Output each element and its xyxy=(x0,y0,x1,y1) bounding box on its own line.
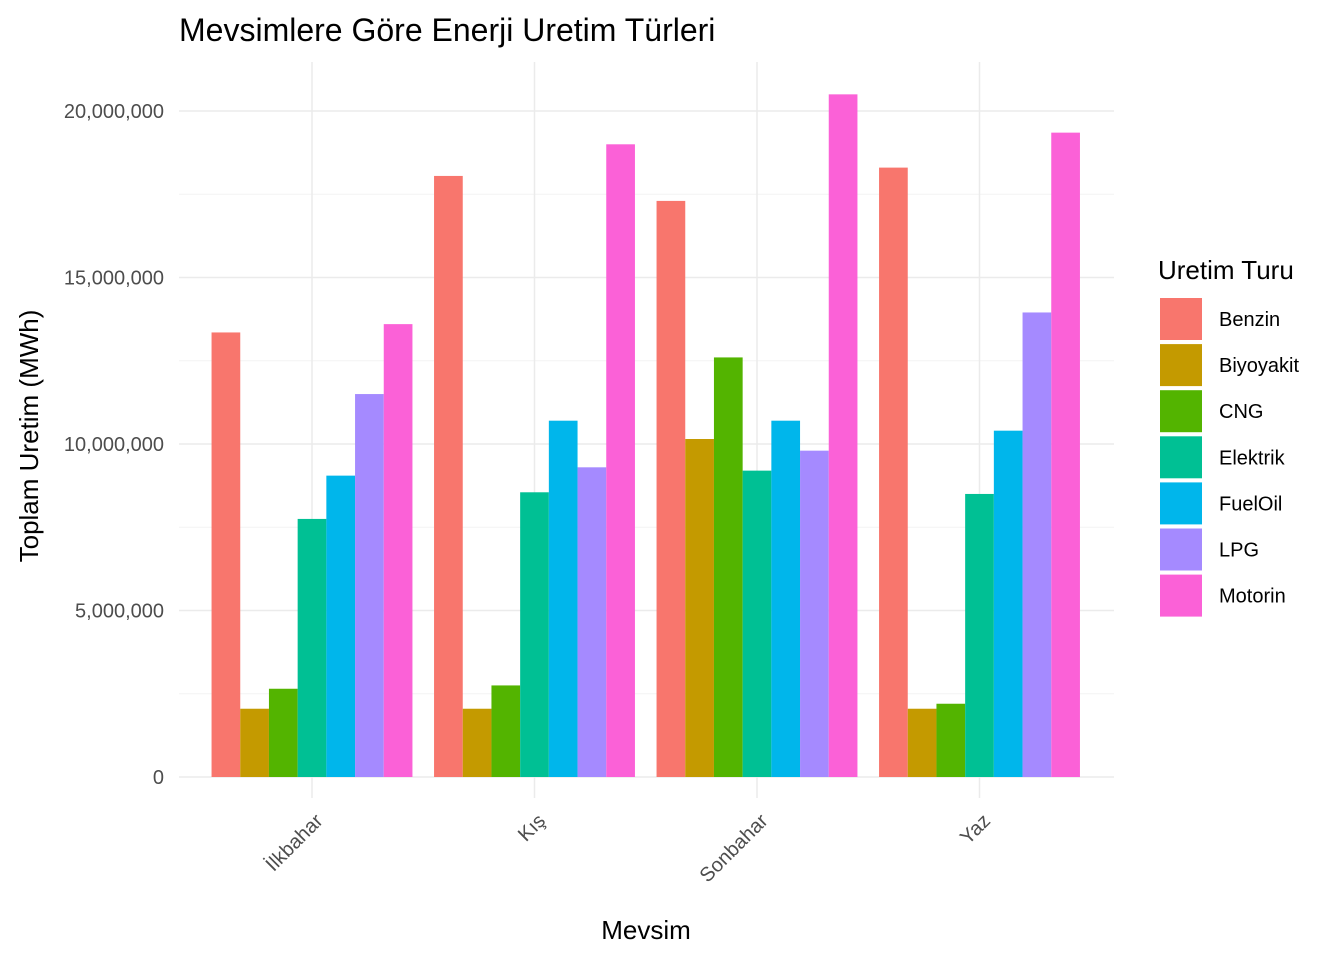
legend-key-cng xyxy=(1160,390,1202,433)
legend-key-elektrik xyxy=(1160,436,1202,479)
bar-elektrik-1 xyxy=(297,518,327,777)
legend-label-fueloil: FuelOil xyxy=(1219,493,1282,515)
legend-label-motorin: Motorin xyxy=(1219,586,1286,608)
bar-fueloil-1 xyxy=(326,475,356,777)
legend-label-biyoyakit: Biyoyakit xyxy=(1219,355,1299,377)
bar-elektrik-3 xyxy=(742,470,772,777)
chart-title: Mevsimlere Göre Enerji Uretim Türleri xyxy=(179,12,715,48)
bar-fueloil-2 xyxy=(548,420,578,777)
y-tick-label: 10,000,000 xyxy=(64,434,164,456)
bar-biyoyakit-1 xyxy=(240,708,269,777)
legend-key-biyoyakit xyxy=(1160,344,1202,387)
y-axis-ticks: 0 5,000,000 10,000,000 15,000,000 20,000,000 xyxy=(64,101,164,789)
bar-benzin-3 xyxy=(656,200,686,777)
bar-motorin-1 xyxy=(383,324,413,777)
bar-lpg-4 xyxy=(1022,312,1052,777)
bar-motorin-3 xyxy=(828,94,858,778)
bar-cng-3 xyxy=(713,357,743,777)
legend: Uretim Turu Benzin Biyoyakit CNG Elektrik Fu… xyxy=(1158,255,1299,617)
x-tick-label: İlkbahar xyxy=(261,809,328,876)
bar-lpg-3 xyxy=(800,450,829,777)
legend-key-benzin xyxy=(1160,298,1202,340)
y-tick-label: 15,000,000 xyxy=(64,268,164,290)
bar-cng-2 xyxy=(491,685,521,777)
legend-label-benzin: Benzin xyxy=(1219,309,1280,331)
y-tick-label: 20,000,000 xyxy=(64,101,164,123)
bar-elektrik-2 xyxy=(520,492,549,777)
legend-label-elektrik: Elektrik xyxy=(1219,447,1286,469)
legend-key-motorin xyxy=(1160,574,1202,617)
legend-title: Uretim Turu xyxy=(1158,255,1294,285)
bar-biyoyakit-3 xyxy=(685,439,714,777)
y-axis-title: Toplam Uretim (MWh) xyxy=(14,310,44,563)
legend-label-lpg: LPG xyxy=(1219,540,1259,562)
bar-fueloil-4 xyxy=(993,430,1023,777)
bar-biyoyakit-4 xyxy=(907,708,937,777)
y-tick-label: 5,000,000 xyxy=(75,601,164,623)
x-tick-label: Sonbahar xyxy=(696,810,773,887)
bar-motorin-4 xyxy=(1051,132,1080,777)
x-axis-title: Mevsim xyxy=(601,915,691,945)
bar-cng-1 xyxy=(268,688,298,777)
legend-key-fueloil xyxy=(1160,482,1202,525)
bar-lpg-1 xyxy=(355,394,384,777)
legend-key-lpg xyxy=(1160,528,1202,571)
bar-fueloil-3 xyxy=(771,420,801,777)
x-tick-label: Kış xyxy=(514,810,550,846)
bars xyxy=(211,94,1080,778)
x-tick-label: Yaz xyxy=(956,810,995,849)
bar-benzin-4 xyxy=(879,167,908,778)
bar-lpg-2 xyxy=(577,467,607,777)
x-axis-ticks: İlkbahar Kış Sonbahar Yaz xyxy=(261,809,995,887)
bar-elektrik-4 xyxy=(965,493,994,777)
bar-benzin-2 xyxy=(434,175,463,777)
y-tick-label: 0 xyxy=(153,767,164,789)
bar-cng-4 xyxy=(936,703,966,777)
bar-biyoyakit-2 xyxy=(462,708,492,777)
legend-label-cng: CNG xyxy=(1219,401,1263,423)
bar-benzin-1 xyxy=(211,332,241,777)
bar-motorin-2 xyxy=(606,144,635,778)
